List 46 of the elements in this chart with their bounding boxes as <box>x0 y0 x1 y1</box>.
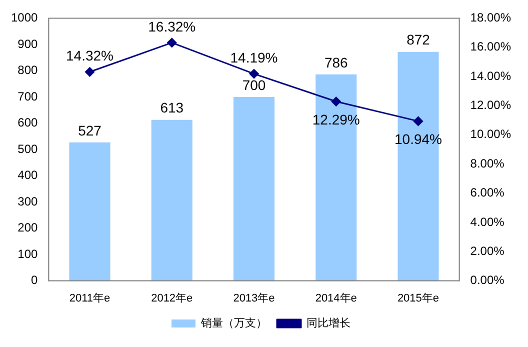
data-label: 14.19% <box>230 50 278 66</box>
y2-tick-label: 6.00% <box>470 186 505 200</box>
y2-tick-label: 8.00% <box>470 156 505 170</box>
data-label: 12.29% <box>312 111 360 128</box>
y2-tick-label: 12.00% <box>470 98 512 112</box>
y-tick-label: 0 <box>31 273 38 288</box>
bar <box>151 120 192 281</box>
legend-label: 同比增长 <box>306 316 350 330</box>
data-label: 10.94% <box>394 131 442 148</box>
y-tick-label: 900 <box>18 36 38 51</box>
x-tick-label: 2013年e <box>233 292 275 304</box>
data-label: 16.32% <box>148 18 196 35</box>
y-tick-label: 400 <box>18 168 38 182</box>
data-label: 700 <box>242 76 266 93</box>
point <box>331 96 341 106</box>
y-tick-label: 200 <box>18 220 38 235</box>
point <box>85 67 95 77</box>
point <box>249 69 259 79</box>
y-tick-label: 600 <box>18 116 38 130</box>
y2-tick-label: 2.00% <box>470 244 505 258</box>
y2-tick-label: 0.00% <box>470 273 505 288</box>
data-label: 872 <box>406 32 430 48</box>
bar <box>233 96 275 281</box>
y2-tick-label: 14.00% <box>470 68 512 83</box>
x-tick-label: 2012年e <box>151 292 193 304</box>
y-tick-label: 500 <box>18 142 38 156</box>
y-tick-label: 800 <box>18 63 38 78</box>
y2-tick-label: 10.00% <box>470 127 512 142</box>
y-tick-label: 1000 <box>10 10 38 25</box>
legend-label: 销量（万支） <box>200 316 267 330</box>
data-label: 14.32% <box>66 48 114 64</box>
data-label: 527 <box>78 122 102 138</box>
y-tick-label: 100 <box>18 246 38 261</box>
y-tick-label: 700 <box>18 89 38 104</box>
data-label: 786 <box>324 54 348 70</box>
y2-tick-label: 16.00% <box>470 40 512 54</box>
x-tick-label: 2011年e <box>69 292 110 304</box>
y-tick-label: 300 <box>18 194 38 208</box>
bar <box>69 142 110 281</box>
data-label: 613 <box>160 100 184 116</box>
x-tick-label: 2014年e <box>315 292 357 304</box>
x-tick-label: 2015年e <box>397 292 440 304</box>
point <box>167 38 177 48</box>
y2-tick-label: 4.00% <box>470 214 505 229</box>
y2-tick-label: 18.00% <box>470 10 512 25</box>
point <box>413 116 423 126</box>
